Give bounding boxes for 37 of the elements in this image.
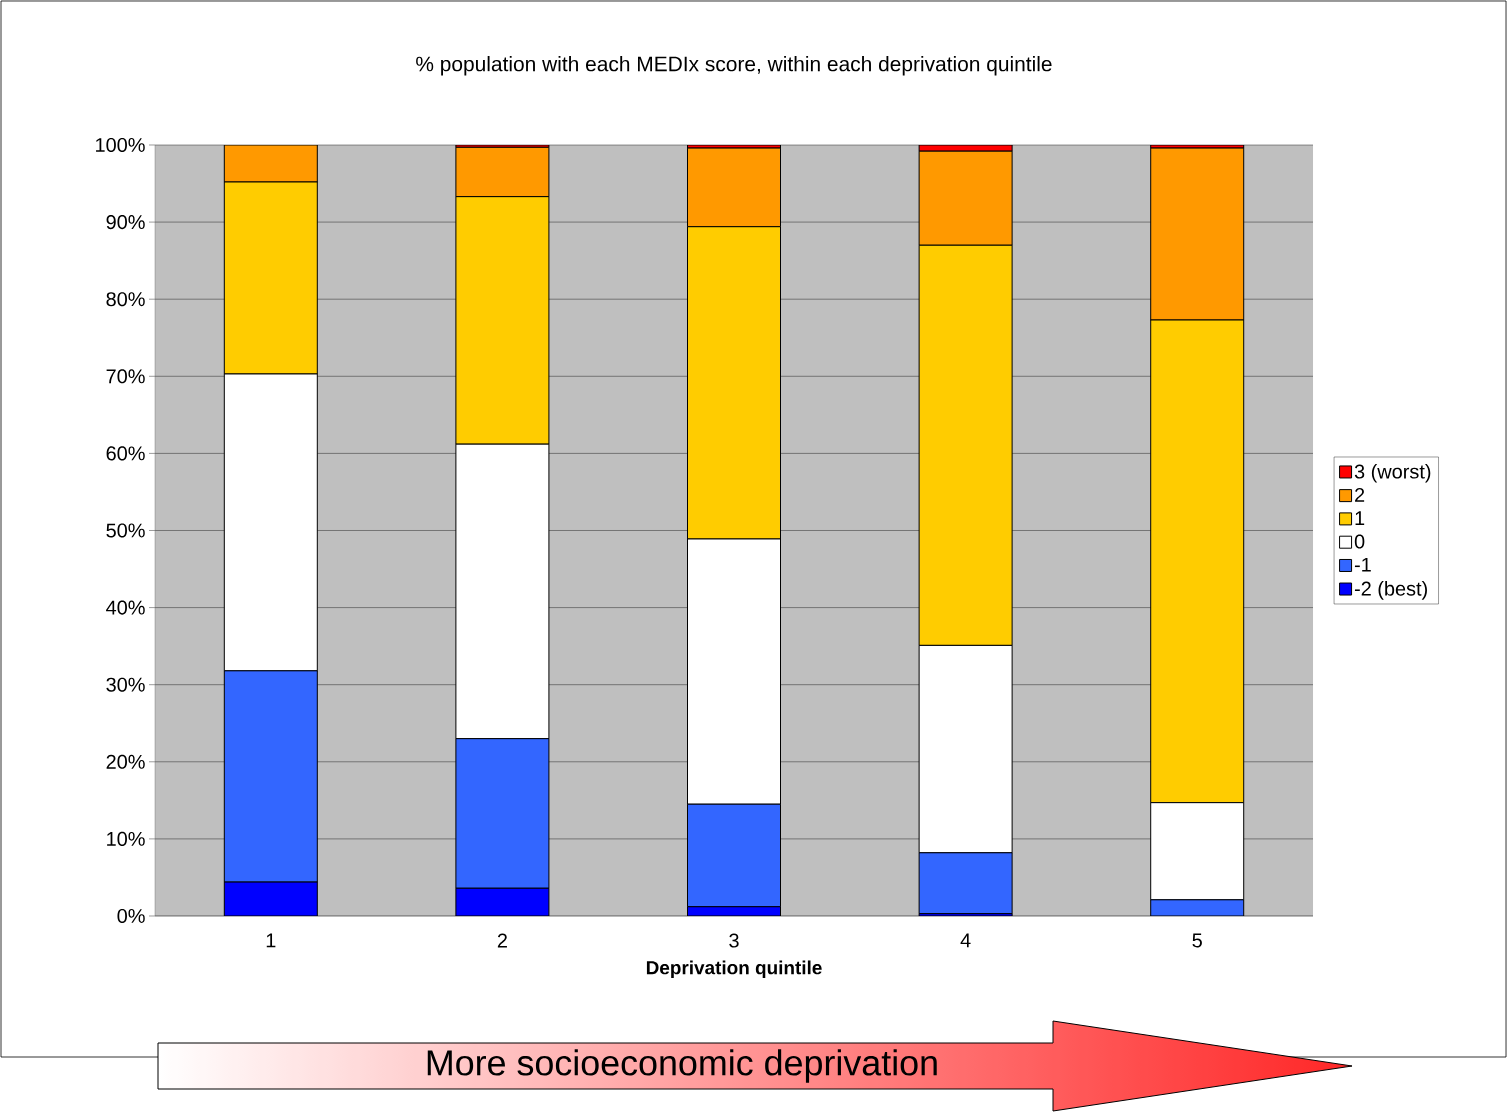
y-tick-label: 40% [106,600,145,615]
bar [455,887,550,916]
y-tick-label: 100% [96,137,145,153]
y-tick-label: 10% [107,831,145,846]
legend-label: 1 [1355,511,1365,526]
x-tick-label: 3 [729,933,739,948]
legend-label: -1 [1354,557,1371,572]
chart-title: % population with each MEDIx score, within each deprivation quintile [416,55,1052,76]
bar [1150,147,1245,321]
y-tick-label: 90% [106,215,145,230]
text: More socioeconomic deprivation [427,1049,937,1083]
bar [223,670,318,883]
y-tick-label: 50% [106,523,145,538]
legend-label: 3 (worst) [1354,463,1431,483]
x-tick-label: 4 [960,933,971,948]
bar [687,803,782,908]
y-tick-label: 70% [106,369,145,384]
bar [455,738,550,889]
legend-label: 0 [1354,534,1365,549]
legend-label: -2 (best) [1354,581,1427,600]
legend-label: 2 [1355,487,1365,502]
x-axis-title: Deprivation quintile [646,960,822,979]
bar [1150,899,1245,916]
y-tick-label: 0% [117,908,145,924]
bar [223,881,318,916]
x-tick-label: 1 [266,933,276,948]
bar [918,852,1013,915]
y-tick-label: 20% [106,754,145,769]
bar [918,150,1013,246]
y-tick-label: 80% [106,292,145,307]
x-tick-label: 5 [1192,933,1202,948]
x-tick-label: 2 [497,933,507,948]
bar [455,146,550,198]
y-tick-label: 60% [106,446,145,461]
y-tick-label: 30% [106,677,145,692]
bar [687,147,782,228]
bar [223,144,318,183]
